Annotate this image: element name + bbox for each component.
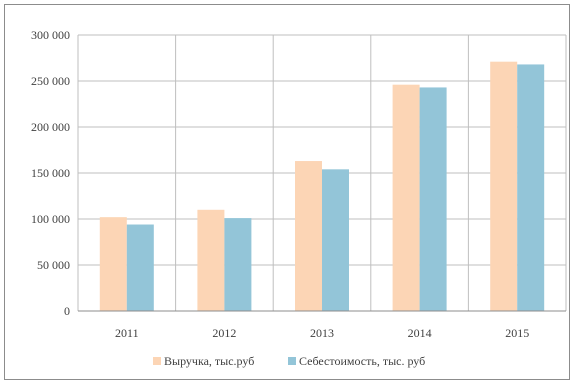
legend-swatch-0 bbox=[153, 357, 161, 365]
x-tick-label-1: 2012 bbox=[212, 326, 236, 340]
x-tick-label-4: 2015 bbox=[505, 326, 529, 340]
bar-2013-series-1 bbox=[322, 169, 349, 311]
x-tick-label-0: 2011 bbox=[115, 326, 139, 340]
bar-2012-series-0 bbox=[197, 209, 225, 311]
y-tick-label-5: 250 000 bbox=[31, 74, 70, 88]
legend-label-0: Выручка, тыс.руб bbox=[164, 354, 254, 368]
bar-2011-series-1 bbox=[126, 224, 154, 311]
bar-2015-series-1 bbox=[517, 64, 545, 311]
x-tick-label-3: 2014 bbox=[408, 326, 432, 340]
y-tick-label-1: 50 000 bbox=[37, 258, 70, 272]
y-tick-label-6: 300 000 bbox=[31, 28, 70, 42]
bar-2011-series-0 bbox=[99, 217, 127, 311]
bar-2015-series-0 bbox=[490, 61, 518, 312]
bar-2013-series-0 bbox=[295, 161, 322, 311]
bar-2014-series-0 bbox=[392, 84, 420, 312]
bar-2012-series-1 bbox=[224, 218, 252, 311]
x-tick-label-2: 2013 bbox=[310, 326, 334, 340]
y-tick-label-3: 150 000 bbox=[31, 166, 70, 180]
chart-frame: 0 50 000 100 000 150 000 200 000 250 000 300 0… bbox=[4, 4, 570, 380]
legend-swatch-1 bbox=[288, 357, 296, 365]
y-tick-label-0: 0 bbox=[64, 304, 70, 318]
bar-2014-series-1 bbox=[419, 87, 447, 311]
bar-chart: 0 50 000 100 000 150 000 200 000 250 000 300 0… bbox=[31, 28, 567, 368]
legend-label-1: Себестоимость, тыс. руб bbox=[299, 354, 425, 368]
y-tick-label-2: 100 000 bbox=[31, 212, 70, 226]
y-tick-label-4: 200 000 bbox=[31, 120, 70, 134]
